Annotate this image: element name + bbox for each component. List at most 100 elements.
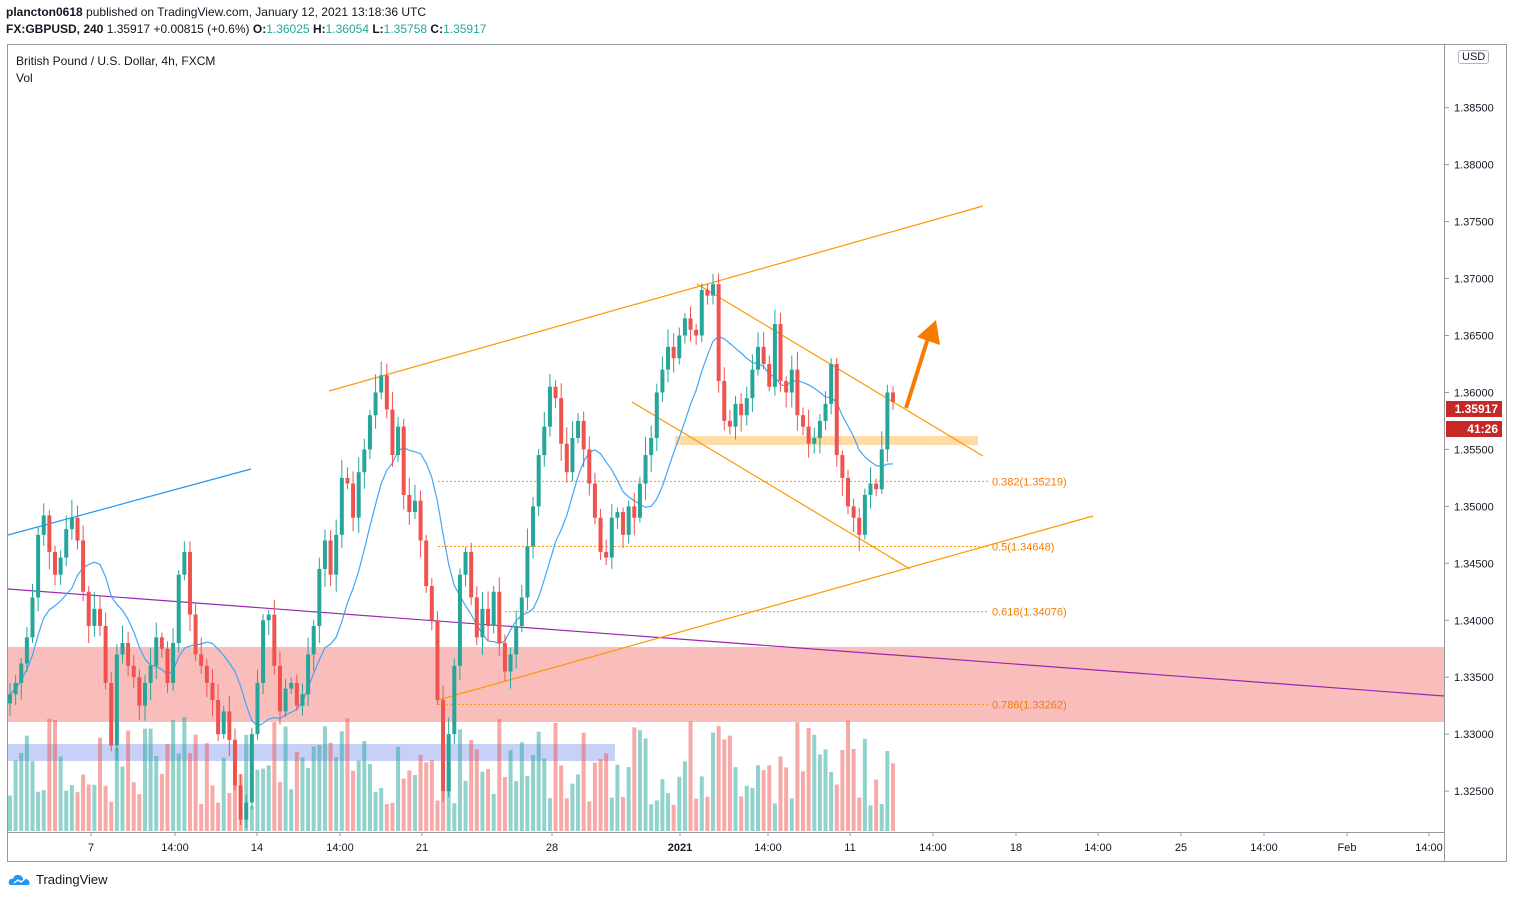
- volume-bar: [688, 721, 693, 831]
- countdown-tag: 41:26: [1446, 421, 1502, 437]
- volume-bar: [154, 756, 159, 831]
- time-tick-label: Feb: [1338, 842, 1357, 854]
- close-value: 1.35917: [443, 22, 487, 36]
- candle-body: [671, 346, 676, 359]
- price-tick-label: 1.33000: [1454, 729, 1494, 741]
- price-tick-label: 1.36000: [1454, 387, 1494, 399]
- chart-title[interactable]: British Pound / U.S. Dollar, 4h, FXCM: [16, 54, 216, 68]
- candle-body: [806, 426, 811, 444]
- volume-bar: [199, 803, 204, 831]
- volume-bar: [761, 770, 766, 831]
- price-tick-label: 1.36500: [1454, 330, 1494, 342]
- candle-body: [891, 392, 895, 402]
- candle-body: [64, 529, 69, 558]
- volume-bar: [508, 750, 513, 831]
- volume-bars: [8, 716, 895, 831]
- time-axis[interactable]: [7, 832, 1445, 862]
- volume-bar: [598, 759, 603, 831]
- volume-bar: [621, 797, 626, 831]
- volume-bar: [609, 797, 614, 831]
- tradingview-logo[interactable]: TradingView: [8, 872, 108, 887]
- volume-bar: [559, 765, 564, 831]
- volume-bar: [176, 753, 181, 831]
- candle-body: [103, 625, 108, 683]
- volume-bar: [19, 752, 24, 831]
- candle-body: [649, 438, 654, 456]
- price-axis[interactable]: [1445, 44, 1507, 862]
- volume-bar: [69, 785, 74, 831]
- volume-bar: [109, 801, 114, 831]
- volume-bar: [210, 785, 215, 831]
- candle-body: [148, 665, 153, 683]
- volume-bar: [435, 800, 440, 831]
- candle-body: [334, 534, 339, 575]
- candle-body: [739, 403, 744, 416]
- time-tick-label: 14:00: [919, 842, 947, 854]
- volume-bar: [41, 790, 46, 831]
- price-tick-label: 1.38500: [1454, 103, 1494, 115]
- volume-bar: [829, 771, 834, 831]
- fib-level-label: 0.382(1.35219): [992, 476, 1067, 488]
- candle-body: [210, 682, 215, 700]
- candle-body: [131, 665, 136, 678]
- volume-bar: [8, 795, 12, 831]
- volume-bar: [654, 800, 659, 831]
- volume-bar: [277, 781, 282, 831]
- volume-bar: [812, 734, 817, 831]
- volume-bar: [677, 776, 682, 831]
- candle-body: [41, 515, 46, 535]
- candle-body: [379, 375, 384, 393]
- candle-body: [682, 318, 687, 336]
- volume-bar: [142, 728, 147, 831]
- volume-bar: [244, 734, 249, 831]
- volume-bar: [592, 762, 597, 831]
- publisher-name[interactable]: plancton0618: [6, 5, 83, 19]
- candle-body: [761, 346, 766, 364]
- candle-body: [581, 420, 586, 450]
- candle-body: [486, 608, 491, 626]
- volume-bar: [463, 780, 468, 831]
- volume-bar: [97, 737, 102, 831]
- volume-bar: [75, 792, 80, 831]
- volume-bar: [396, 746, 401, 831]
- volume-bar: [36, 791, 41, 831]
- volume-label[interactable]: Vol: [16, 71, 33, 85]
- volume-bar: [486, 768, 491, 831]
- volume-bar: [86, 784, 91, 831]
- volume-bar: [823, 749, 828, 831]
- volume-bar: [165, 744, 170, 831]
- volume-bar: [114, 747, 119, 831]
- candle-body: [412, 500, 417, 513]
- candle-body: [86, 591, 91, 626]
- wedge-bottom-line[interactable]: [631, 401, 911, 570]
- volume-bar: [553, 722, 558, 831]
- candle-body: [874, 483, 879, 490]
- volume-bar: [666, 793, 671, 831]
- plot-area[interactable]: [7, 44, 1445, 832]
- currency-label[interactable]: USD: [1458, 50, 1490, 64]
- candle-body: [795, 369, 800, 416]
- volume-bar: [204, 743, 209, 831]
- wedge-top-line[interactable]: [696, 283, 984, 457]
- volume-bar: [862, 738, 867, 831]
- candle-body: [435, 620, 440, 700]
- volume-bar: [682, 761, 687, 831]
- volume-bar: [587, 801, 592, 831]
- candle-body: [221, 711, 226, 735]
- volume-bar: [626, 767, 631, 831]
- candle-body: [598, 517, 603, 552]
- moving-average-line: [9, 335, 894, 727]
- time-tick-label: 18: [1010, 842, 1022, 854]
- channel-upper-line[interactable]: [328, 205, 984, 392]
- volume-bar: [407, 770, 412, 831]
- volume-bar: [536, 731, 541, 831]
- candle-body: [609, 517, 614, 558]
- candle-body: [840, 455, 845, 478]
- candle-body: [525, 546, 530, 598]
- purple-trendline[interactable]: [8, 588, 1444, 697]
- volume-bar: [322, 726, 327, 831]
- candle-body: [497, 591, 502, 644]
- candle-body: [137, 677, 142, 706]
- candle-body: [559, 398, 564, 444]
